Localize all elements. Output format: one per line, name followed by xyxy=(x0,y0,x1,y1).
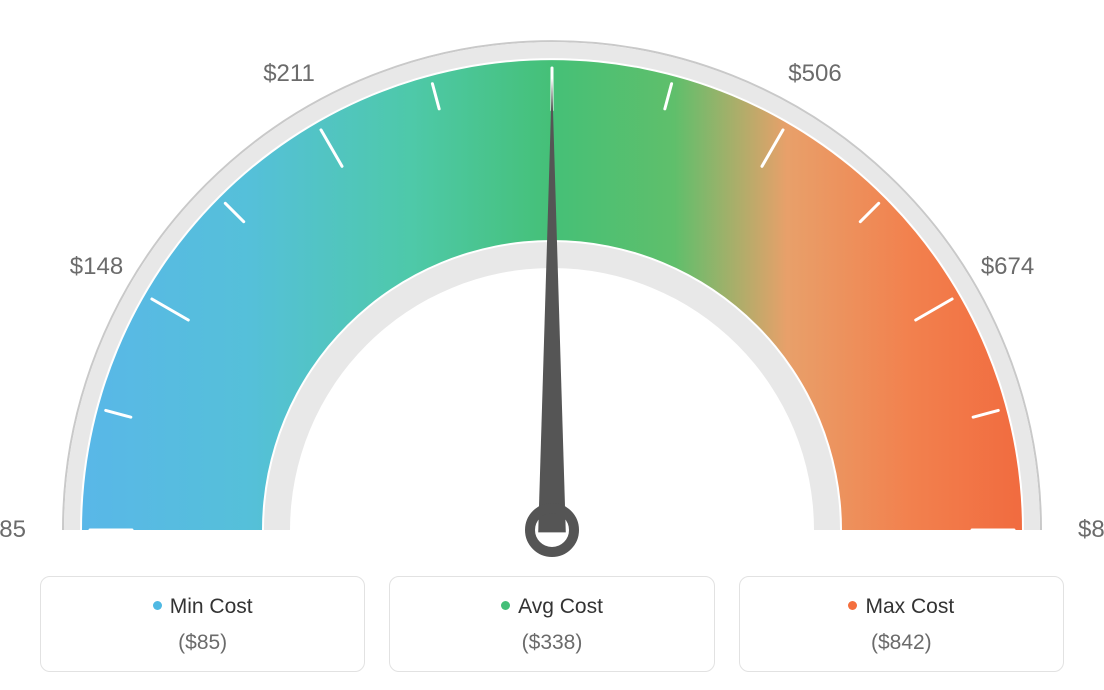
gauge-chart: $85 $148 $211 $338 $506 $674 $842 xyxy=(0,0,1104,555)
legend-dot-avg xyxy=(501,601,510,610)
gauge-scale-label: $338 xyxy=(525,0,578,4)
legend-row: Min Cost ($85) Avg Cost ($338) Max Cost … xyxy=(0,576,1104,672)
gauge-scale-label: $148 xyxy=(70,253,123,281)
legend-title-min-text: Min Cost xyxy=(170,595,253,618)
legend-title-min: Min Cost xyxy=(51,595,354,619)
legend-title-max-text: Max Cost xyxy=(865,595,954,618)
gauge-scale-label: $674 xyxy=(981,253,1034,281)
legend-value-min: ($85) xyxy=(51,631,354,655)
legend-value-avg: ($338) xyxy=(400,631,703,655)
legend-dot-max xyxy=(848,601,857,610)
gauge-scale-label: $85 xyxy=(0,516,26,544)
legend-title-max: Max Cost xyxy=(750,595,1053,619)
legend-title-avg-text: Avg Cost xyxy=(518,595,603,618)
legend-card-avg: Avg Cost ($338) xyxy=(389,576,714,672)
gauge-scale-label: $506 xyxy=(788,60,841,88)
gauge-scale-label: $211 xyxy=(263,60,315,88)
gauge-scale-label: $842 xyxy=(1078,516,1104,544)
legend-card-max: Max Cost ($842) xyxy=(739,576,1064,672)
legend-value-max: ($842) xyxy=(750,631,1053,655)
legend-card-min: Min Cost ($85) xyxy=(40,576,365,672)
legend-dot-min xyxy=(153,601,162,610)
gauge-svg xyxy=(32,40,1072,580)
legend-title-avg: Avg Cost xyxy=(400,595,703,619)
